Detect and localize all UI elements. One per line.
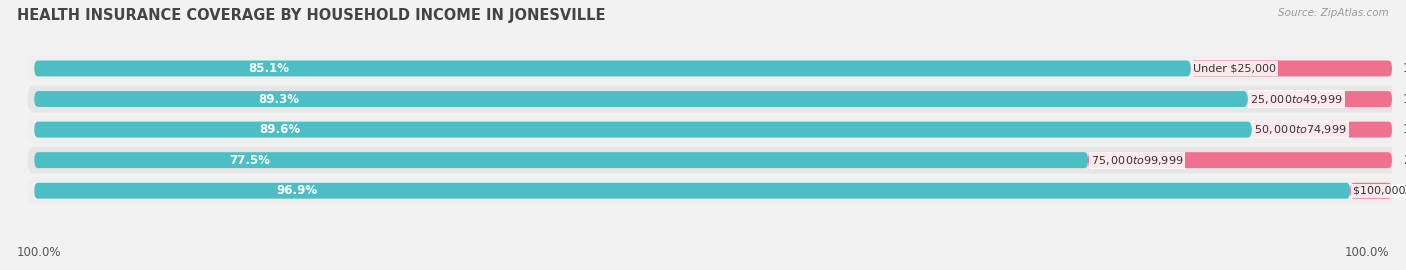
FancyBboxPatch shape [34,122,1251,137]
FancyBboxPatch shape [28,147,1406,174]
Text: $100,000 and over: $100,000 and over [1353,186,1406,196]
Text: 10.7%: 10.7% [1403,93,1406,106]
Text: 100.0%: 100.0% [1344,246,1389,259]
FancyBboxPatch shape [28,177,1406,204]
FancyBboxPatch shape [1191,60,1392,76]
FancyBboxPatch shape [28,116,1406,143]
Text: 77.5%: 77.5% [229,154,270,167]
Text: 89.6%: 89.6% [259,123,299,136]
FancyBboxPatch shape [1251,122,1392,137]
Text: 100.0%: 100.0% [17,246,62,259]
Text: 10.4%: 10.4% [1403,123,1406,136]
Text: 85.1%: 85.1% [247,62,290,75]
FancyBboxPatch shape [34,183,1350,199]
Text: $25,000 to $49,999: $25,000 to $49,999 [1250,93,1343,106]
FancyBboxPatch shape [34,152,1088,168]
FancyBboxPatch shape [34,91,1247,107]
Text: Under $25,000: Under $25,000 [1194,63,1277,73]
FancyBboxPatch shape [28,86,1406,113]
Text: 89.3%: 89.3% [259,93,299,106]
Text: 14.9%: 14.9% [1403,62,1406,75]
Text: 22.5%: 22.5% [1403,154,1406,167]
Text: 3.1%: 3.1% [1403,184,1406,197]
FancyBboxPatch shape [1247,91,1392,107]
Text: $50,000 to $74,999: $50,000 to $74,999 [1254,123,1347,136]
Text: $75,000 to $99,999: $75,000 to $99,999 [1091,154,1184,167]
FancyBboxPatch shape [1350,183,1392,199]
FancyBboxPatch shape [1088,152,1392,168]
Text: 96.9%: 96.9% [277,184,318,197]
Text: Source: ZipAtlas.com: Source: ZipAtlas.com [1278,8,1389,18]
FancyBboxPatch shape [28,55,1406,82]
FancyBboxPatch shape [34,60,1191,76]
Text: HEALTH INSURANCE COVERAGE BY HOUSEHOLD INCOME IN JONESVILLE: HEALTH INSURANCE COVERAGE BY HOUSEHOLD I… [17,8,606,23]
